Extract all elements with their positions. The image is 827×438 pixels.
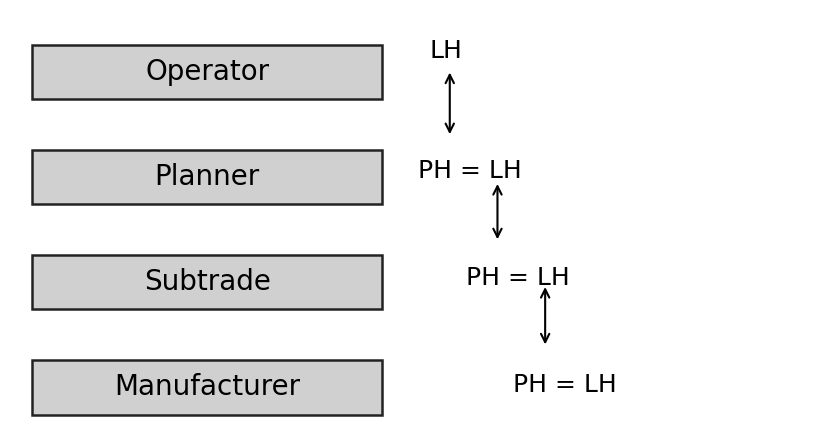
Text: Operator: Operator xyxy=(145,58,269,86)
FancyBboxPatch shape xyxy=(32,360,382,414)
Text: Manufacturer: Manufacturer xyxy=(114,373,300,401)
FancyBboxPatch shape xyxy=(32,45,382,99)
FancyBboxPatch shape xyxy=(32,150,382,204)
Text: Planner: Planner xyxy=(155,163,260,191)
FancyBboxPatch shape xyxy=(32,255,382,309)
Text: Subtrade: Subtrade xyxy=(144,268,270,296)
Text: PH = LH: PH = LH xyxy=(513,373,616,397)
Text: LH: LH xyxy=(429,39,462,63)
Text: PH = LH: PH = LH xyxy=(465,266,569,290)
Text: PH = LH: PH = LH xyxy=(418,159,521,183)
